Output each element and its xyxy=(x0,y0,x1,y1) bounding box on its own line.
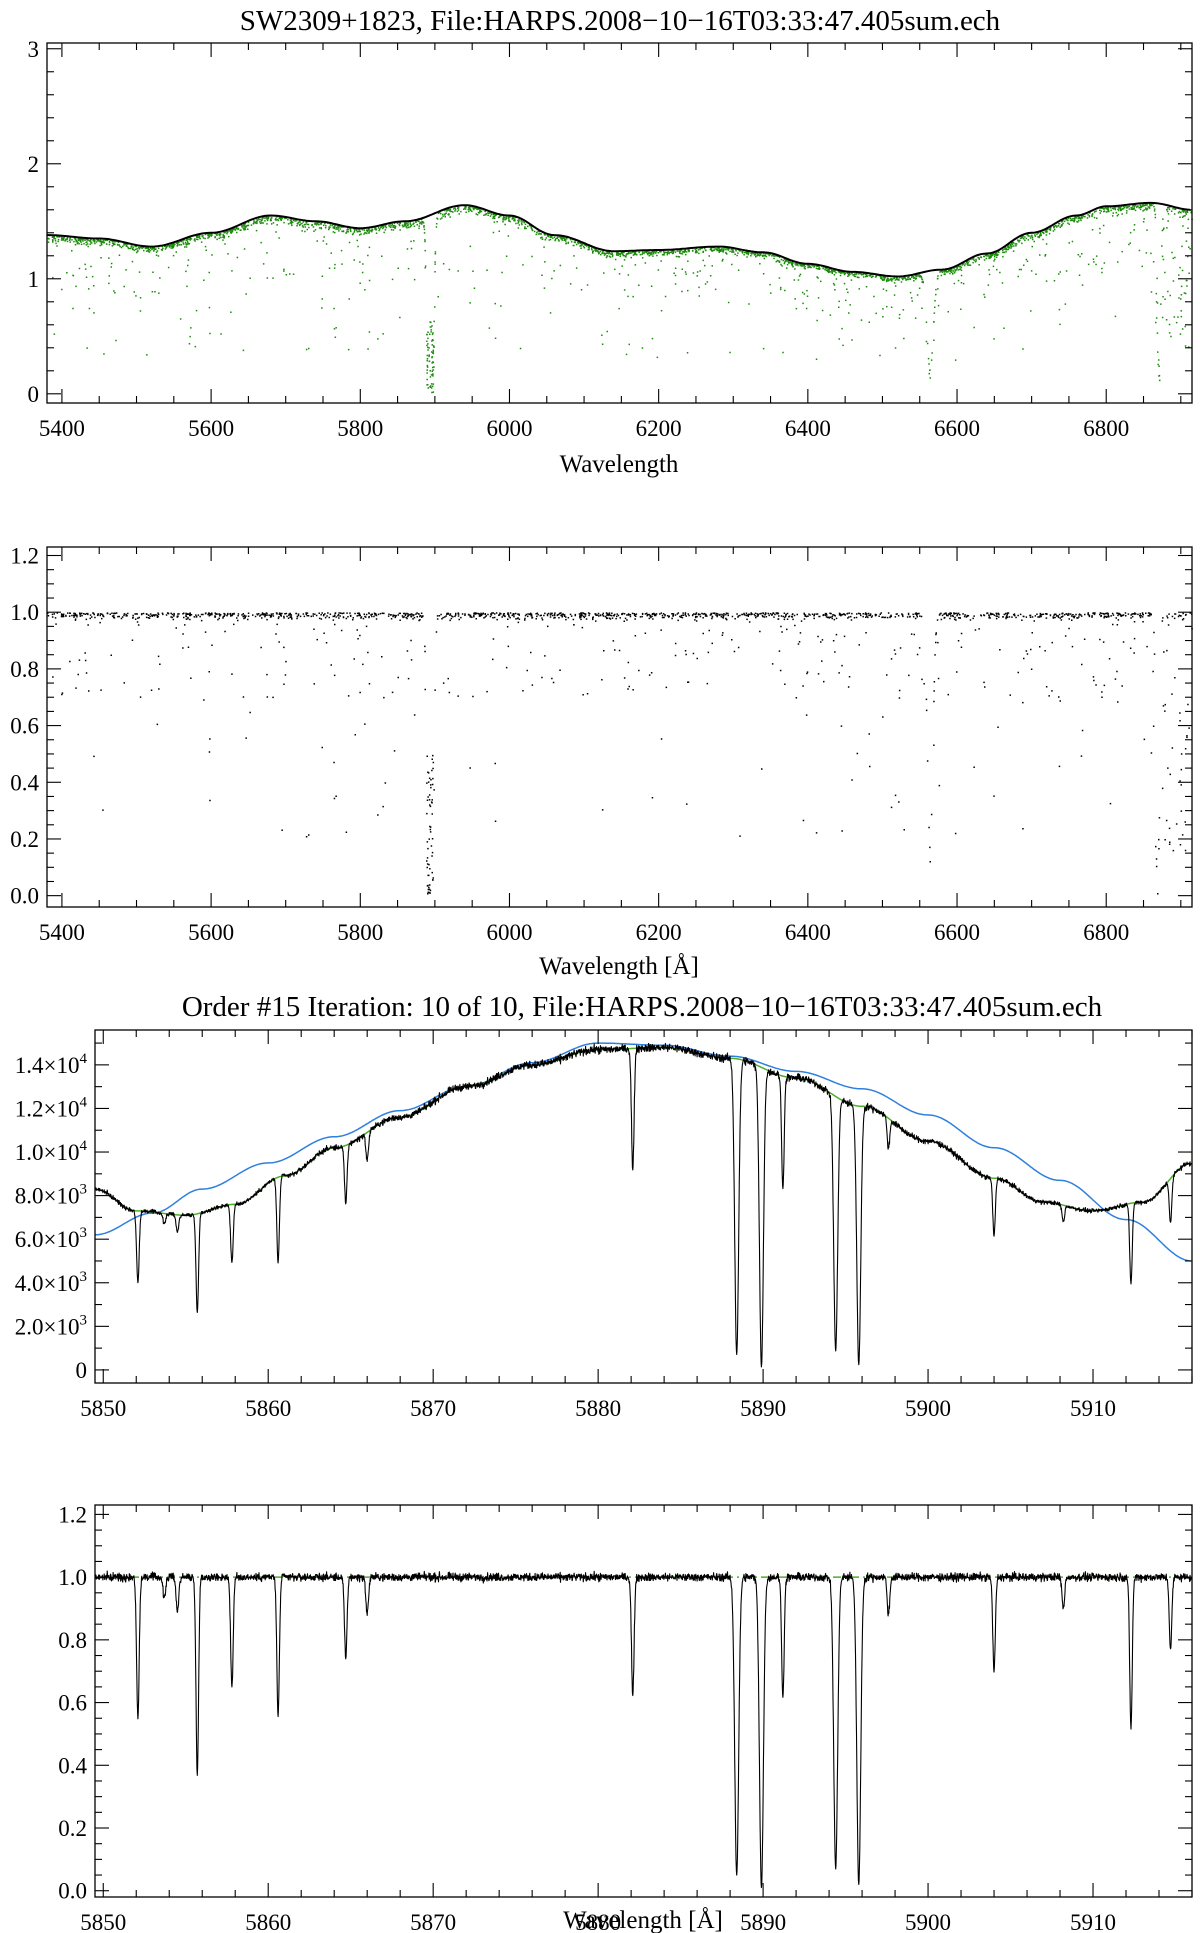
panel-1-title: SW2309+1823, File:HARPS.2008−10−16T03:33… xyxy=(240,5,1001,37)
y-tick-label: 0.2 xyxy=(10,827,39,852)
x-tick-label: 5850 xyxy=(80,1396,126,1421)
x-tick-label: 5850 xyxy=(80,1910,126,1933)
panel-3-title: Order #15 Iteration: 10 of 10, File:HARP… xyxy=(182,991,1103,1023)
x-tick-label: 5400 xyxy=(39,416,85,441)
x-tick-label: 5900 xyxy=(905,1396,951,1421)
x-tick-label: 5400 xyxy=(39,920,85,945)
y-tick-label: 0.4 xyxy=(58,1753,87,1778)
normalized-order-line xyxy=(94,1570,1193,1889)
y-tick-label: 0.6 xyxy=(10,714,39,739)
panel-1-frame xyxy=(46,42,1193,404)
panel-1-xlabel: Wavelength xyxy=(560,451,679,478)
x-tick-label: 5860 xyxy=(245,1910,291,1933)
panel-3-order-fit: Order #15 Iteration: 10 of 10, File:HARP… xyxy=(15,991,1193,1421)
x-tick-label: 5600 xyxy=(188,920,234,945)
panel-3-frame xyxy=(94,1029,1193,1384)
y-tick-label: 2 xyxy=(28,152,40,177)
panel-1-marks xyxy=(47,201,1193,394)
y-tick-label: 1.2×104 xyxy=(15,1094,88,1121)
blaze-function-line xyxy=(95,1042,1191,1262)
x-tick-label: 6800 xyxy=(1083,920,1129,945)
y-tick-label: 1.0 xyxy=(10,600,39,625)
y-tick-label: 0.0 xyxy=(58,1879,87,1904)
x-tick-label: 5600 xyxy=(188,416,234,441)
y-tick-label: 1.2 xyxy=(58,1502,87,1527)
x-tick-label: 6000 xyxy=(486,920,532,945)
order-spectrum-line xyxy=(94,1042,1193,1368)
x-tick-label: 5800 xyxy=(337,416,383,441)
y-tick-label: 1.4×104 xyxy=(15,1051,88,1078)
x-tick-label: 6400 xyxy=(785,416,831,441)
panel-2-frame xyxy=(46,546,1193,908)
panel-1-axes: 5400 5600 5800 6000 6200 6400 6600 6800 0 1 2 3 xyxy=(28,37,1192,441)
x-tick-label: 5880 xyxy=(575,1910,621,1933)
panel-4-normalized-order: 5850 5860 5870 5880 5890 5900 5910 0.0 0.2 0.4 0.6… xyxy=(58,1502,1193,1933)
y-tick-label: 0.8 xyxy=(10,657,39,682)
panel-4-axes: 5850 5860 5870 5880 5890 5900 5910 0.0 0.2 0.4 0.6… xyxy=(58,1502,1193,1933)
x-tick-label: 5800 xyxy=(337,920,383,945)
y-tick-label: 4.0×103 xyxy=(15,1269,87,1296)
panel-2-marks xyxy=(47,612,1193,895)
panel-4-xlabel: Wavelength [Å] xyxy=(563,1907,723,1933)
x-tick-label: 5880 xyxy=(575,1396,621,1421)
y-tick-label: 8.0×103 xyxy=(15,1182,87,1209)
panel-2-axes: 5400 5600 5800 6000 6200 6400 6600 6800 0.0 0.2 0.… xyxy=(10,544,1192,945)
x-tick-label: 6600 xyxy=(934,416,980,441)
panel-4-marks xyxy=(94,1570,1193,1889)
x-tick-label: 6400 xyxy=(785,920,831,945)
x-tick-label: 5860 xyxy=(245,1396,291,1421)
y-tick-label: 0.2 xyxy=(58,1816,87,1841)
x-tick-label: 5890 xyxy=(740,1910,786,1933)
x-tick-label: 5910 xyxy=(1070,1396,1116,1421)
continuum-fit-line xyxy=(47,201,1190,278)
x-tick-label: 5870 xyxy=(410,1910,456,1933)
y-tick-label: 0.6 xyxy=(58,1691,87,1716)
y-tick-label: 0.8 xyxy=(58,1628,87,1653)
y-tick-label: 1.0×104 xyxy=(15,1138,88,1165)
x-tick-label: 5870 xyxy=(410,1396,456,1421)
y-tick-label: 3 xyxy=(28,37,40,62)
y-tick-label: 0.4 xyxy=(10,770,39,795)
panel-2-xlabel: Wavelength [Å] xyxy=(539,953,699,980)
panel-1-raw-spectrum: SW2309+1823, File:HARPS.2008−10−16T03:33… xyxy=(28,5,1193,478)
y-tick-label: 1.0 xyxy=(58,1565,87,1590)
y-tick-label: 1 xyxy=(28,267,40,292)
x-tick-label: 5910 xyxy=(1070,1910,1116,1933)
x-tick-label: 6000 xyxy=(486,416,532,441)
y-tick-label: 0.0 xyxy=(10,884,39,909)
y-tick-label: 1.2 xyxy=(10,544,39,569)
x-tick-label: 5900 xyxy=(905,1910,951,1933)
raw-spectrum-points xyxy=(47,203,1193,394)
panel-2-normalized-spectrum: 5400 5600 5800 6000 6200 6400 6600 6800 0.0 0.2 0.… xyxy=(10,544,1193,980)
x-tick-label: 6200 xyxy=(636,920,682,945)
y-tick-label: 0 xyxy=(28,382,40,407)
x-tick-label: 5890 xyxy=(740,1396,786,1421)
y-tick-label: 2.0×103 xyxy=(15,1312,87,1339)
panel-3-axes: 5850 5860 5870 5880 5890 5900 5910 0 2.0×103 4.0×… xyxy=(15,1030,1193,1421)
x-tick-label: 6200 xyxy=(636,416,682,441)
x-tick-label: 6600 xyxy=(934,920,980,945)
normalized-spectrum-points xyxy=(47,612,1193,895)
y-tick-label: 6.0×103 xyxy=(15,1225,87,1252)
panel-4-frame xyxy=(94,1504,1193,1898)
y-tick-label: 0 xyxy=(76,1358,88,1383)
panel-3-marks xyxy=(94,1042,1193,1368)
x-tick-label: 6800 xyxy=(1083,416,1129,441)
